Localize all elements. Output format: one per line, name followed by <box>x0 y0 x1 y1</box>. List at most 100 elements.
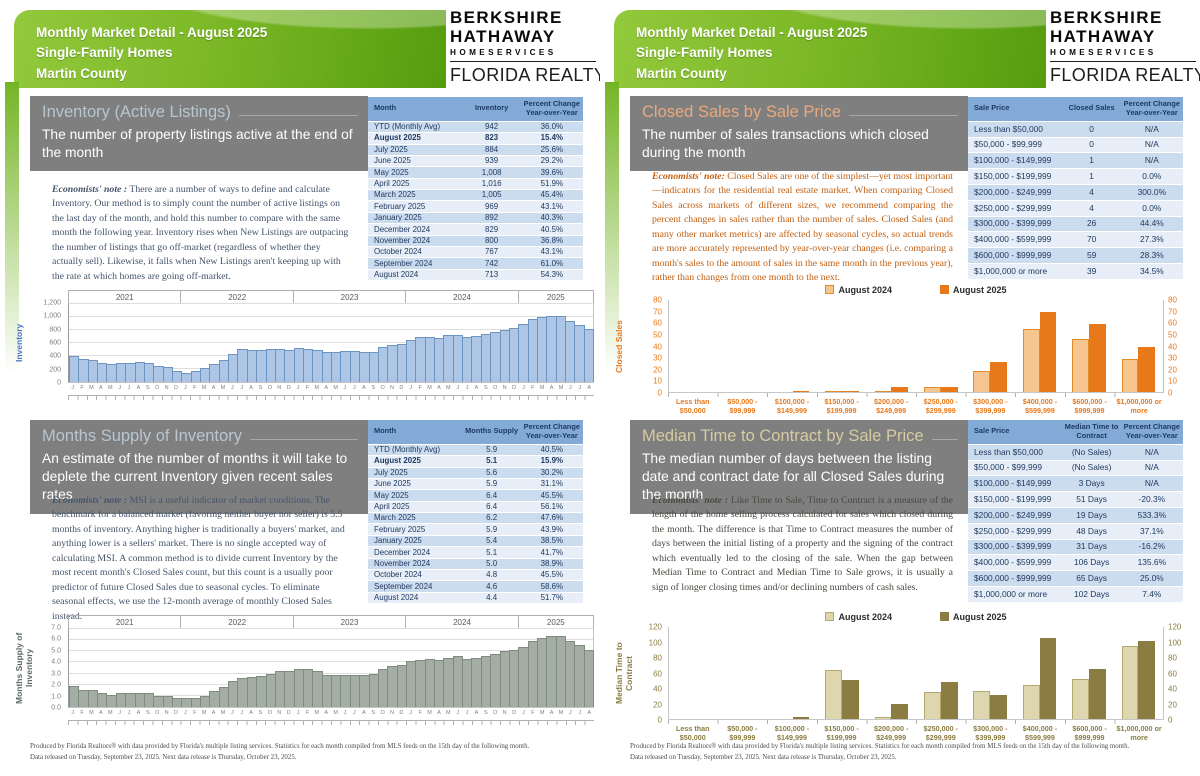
table-row: $50,000 - $99,999 0 N/A <box>968 137 1183 153</box>
month-tick-label: A <box>587 385 592 391</box>
y-tick-label: 600 <box>49 339 61 347</box>
table-cell: Less than $50,000 <box>968 121 1063 137</box>
axis-ruler <box>68 720 594 725</box>
bar-group <box>718 300 767 392</box>
table-cell: 106 Days <box>1062 555 1121 571</box>
category-label: $400,000 - $599,999 <box>1022 397 1058 416</box>
y-tick-label: 120 <box>648 622 662 632</box>
bar <box>923 692 941 719</box>
economists-note-closed-sales: Economists' note: Closed Sales are one o… <box>652 170 953 286</box>
year-axis: 2021 2022 2023 2024 2025 <box>68 290 594 303</box>
year-tick-label: 2022 <box>228 617 247 627</box>
category-label: $250,000 - $299,999 <box>923 397 958 416</box>
table-cell: 942 <box>462 121 521 133</box>
table-cell: 135.6% <box>1120 555 1183 571</box>
y-tick-label: 5.0 <box>51 647 61 655</box>
bar <box>1072 339 1089 392</box>
month-tick-label: M <box>220 710 226 716</box>
bar-group <box>1064 300 1113 392</box>
month-tick-label: J <box>409 385 413 391</box>
table-cell: 0 <box>1062 137 1121 153</box>
title-rule <box>931 439 958 440</box>
brand-logo: BERKSHIRE HATHAWAY HOMESERVICES FLORIDA … <box>1050 8 1200 86</box>
month-tick-label: J <box>343 710 347 716</box>
month-tick-label: F <box>531 385 535 391</box>
green-edge-strip <box>5 82 19 400</box>
median-time-chart: August 2024 August 2025 Median Time to Con… <box>612 610 1196 750</box>
footer-line2: Data released on Tuesday, September 23, … <box>630 753 897 761</box>
y-tick-label: 0 <box>657 715 662 725</box>
month-tick-label: J <box>71 385 75 391</box>
table-cell: 1 <box>1062 153 1121 169</box>
bar-group <box>718 627 767 719</box>
table-row: October 2024 4.8 45.5% <box>368 570 583 581</box>
table-row: November 2024 800 36.8% <box>368 235 583 247</box>
table-cell: January 2025 <box>368 535 463 547</box>
column-header: Median Time to Contract <box>1062 420 1121 444</box>
month-tick-label: A <box>361 385 366 391</box>
month-tick-label: A <box>136 710 141 716</box>
month-tick-label: J <box>456 385 460 391</box>
table-row: $1,000,000 or more 39 34.5% <box>968 263 1183 279</box>
brand-line-berkshire: BERKSHIRE <box>1050 8 1163 27</box>
table-cell: 37.1% <box>1120 523 1183 539</box>
month-tick-label: J <box>578 710 582 716</box>
table-row: YTD (Monthly Avg) 5.9 40.5% <box>368 444 583 456</box>
legend-item: August 2025 <box>940 612 1007 622</box>
bar <box>583 328 595 382</box>
month-tick-label: F <box>418 385 422 391</box>
table-cell: N/A <box>1120 444 1183 460</box>
section-title: Closed Sales by Sale Price <box>642 103 842 121</box>
table-cell: 29.2% <box>520 155 583 167</box>
category-label: $600,000 - $999,999 <box>1072 724 1107 743</box>
table-cell: August 2025 <box>368 456 463 467</box>
month-tick-label: J <box>343 385 347 391</box>
month-tick-label: F <box>193 385 197 391</box>
category-label: $100,000 - $149,999 <box>774 724 810 743</box>
legend-label: August 2025 <box>953 284 1007 295</box>
table-row: $50,000 - $99,999 (No Sales) N/A <box>968 460 1183 476</box>
table-cell: $200,000 - $249,999 <box>968 507 1063 523</box>
column-header: Percent Change Year-over-Year <box>520 97 583 121</box>
footer: Produced by Florida Realtors® with data … <box>30 742 595 763</box>
table-cell: August 2024 <box>368 269 463 281</box>
month-tick-label: J <box>296 710 300 716</box>
month-tick-label: O <box>380 710 385 716</box>
green-edge-strip <box>605 82 619 400</box>
table-row: February 2025 969 43.1% <box>368 201 583 212</box>
table-cell: (No Sales) <box>1062 460 1121 476</box>
table-cell: 41.7% <box>520 547 583 558</box>
table-cell: April 2025 <box>368 501 463 513</box>
table-cell: 1 <box>1062 169 1121 184</box>
table-cell: 51.9% <box>520 178 583 190</box>
bar <box>891 387 909 392</box>
month-tick-label: M <box>107 710 113 716</box>
month-tick-label: A <box>99 385 103 391</box>
section-title: Months Supply of Inventory <box>42 427 242 445</box>
table-cell: 45.5% <box>520 490 583 501</box>
table-cell: 4 <box>1062 184 1121 200</box>
table-row: November 2024 5.0 38.9% <box>368 558 583 570</box>
table-cell: October 2024 <box>368 570 463 581</box>
month-tick-label: O <box>267 385 273 391</box>
table-row: $100,000 - $149,999 3 Days N/A <box>968 476 1183 492</box>
table-row: September 2024 742 61.0% <box>368 258 583 269</box>
table-cell: 1,005 <box>462 190 521 201</box>
closed-sales-chart: August 2024 August 2025 Closed Sales 0 10 20 3… <box>612 283 1196 423</box>
table-cell: 5.0 <box>462 558 521 570</box>
brand-line-florida-realty: FLORIDA REALTY <box>1050 65 1200 86</box>
month-tick-label: M <box>314 385 320 391</box>
table-row: October 2024 767 43.1% <box>368 247 583 258</box>
month-tick-label: A <box>587 710 592 716</box>
brand-line-homeservices: HOMESERVICES <box>1050 48 1157 58</box>
table-cell: 3 Days <box>1062 476 1121 492</box>
table-row: $250,000 - $299,999 48 Days 37.1% <box>968 523 1183 539</box>
report-county: Martin County <box>636 65 727 81</box>
table-cell: 767 <box>462 247 521 258</box>
report-title: Monthly Market Detail - August 2025 <box>36 25 268 40</box>
table-row: Less than $50,000 (No Sales) N/A <box>968 444 1183 460</box>
table-cell: 4.8 <box>462 570 521 581</box>
category-axis: Less than $50,000 $50,000 - $99,999 $100,0… <box>668 397 1164 416</box>
bar <box>841 679 859 719</box>
month-tick-label: M <box>201 385 207 391</box>
